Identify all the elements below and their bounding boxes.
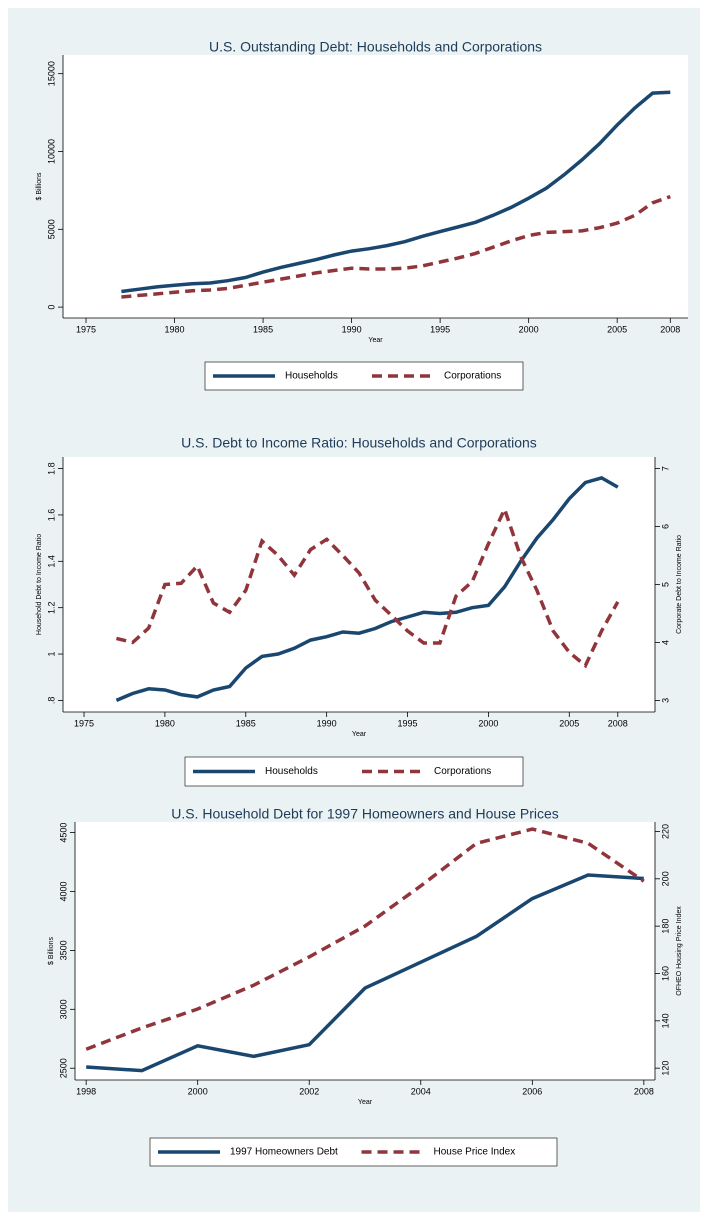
y-tick-label: 1 bbox=[46, 652, 56, 657]
legend-label: House Price Index bbox=[434, 1147, 516, 1158]
y2-tick-label: 5 bbox=[660, 582, 670, 587]
series-line bbox=[121, 90, 671, 294]
y-tick-label: 10000 bbox=[46, 139, 56, 164]
x-tick-label: 1990 bbox=[317, 718, 337, 728]
y-tick-label: 4000 bbox=[58, 881, 68, 901]
x-tick-label: 2008 bbox=[660, 324, 680, 334]
x-tick-label: 2008 bbox=[608, 718, 628, 728]
x-axis-label: Year bbox=[368, 337, 383, 344]
x-tick-label: 2008 bbox=[634, 1086, 654, 1096]
x-tick-label: 2006 bbox=[522, 1086, 542, 1096]
legend-box bbox=[204, 361, 524, 391]
legend-label: Corporations bbox=[434, 766, 491, 777]
y2-tick-label: 180 bbox=[660, 919, 670, 934]
y-tick-label: 5000 bbox=[46, 219, 56, 239]
y2-tick-label: 3 bbox=[660, 698, 670, 703]
y-tick-label: 2500 bbox=[58, 1058, 68, 1078]
series-line bbox=[86, 873, 644, 1073]
x-tick-label: 1995 bbox=[398, 718, 418, 728]
y-tick-label: 3500 bbox=[58, 940, 68, 960]
y-tick-label: 4500 bbox=[58, 823, 68, 843]
y2-tick-label: 4 bbox=[660, 640, 670, 645]
x-tick-label: 1975 bbox=[74, 718, 94, 728]
y-tick-label: 15000 bbox=[46, 61, 56, 86]
plot-area bbox=[63, 55, 688, 318]
y2-tick-label: 160 bbox=[660, 966, 670, 981]
x-tick-label: 1975 bbox=[76, 324, 96, 334]
x-tick-label: 1995 bbox=[430, 324, 450, 334]
y2-tick-label: 6 bbox=[660, 524, 670, 529]
y2-tick-label: 220 bbox=[660, 824, 670, 839]
y2-tick-label: 120 bbox=[660, 1061, 670, 1076]
x-tick-label: 1985 bbox=[253, 324, 273, 334]
y-axis-label: Household Debt to Income Ratio bbox=[36, 534, 43, 635]
y2-tick-label: 200 bbox=[660, 871, 670, 886]
chart-title: U.S. Household Debt for 1997 Homeowners … bbox=[171, 806, 559, 822]
chart-title: U.S. Debt to Income Ratio: Households an… bbox=[181, 435, 537, 451]
x-tick-label: 1985 bbox=[236, 718, 256, 728]
legend-label: Households bbox=[265, 766, 318, 777]
x-tick-label: 1990 bbox=[342, 324, 362, 334]
series-line bbox=[85, 827, 645, 1051]
series-line bbox=[121, 194, 671, 299]
x-tick-label: 2000 bbox=[478, 718, 498, 728]
x-tick-label: 2000 bbox=[519, 324, 539, 334]
x-tick-label: 2005 bbox=[559, 718, 579, 728]
y-tick-label: 1.6 bbox=[46, 509, 56, 522]
y2-tick-label: 140 bbox=[660, 1013, 670, 1028]
x-tick-label: 2002 bbox=[299, 1086, 319, 1096]
y-tick-label: .8 bbox=[46, 697, 56, 705]
legend-label: 1997 Homeowners Debt bbox=[230, 1147, 338, 1158]
x-axis-label: Year bbox=[358, 1099, 373, 1106]
y-tick-label: 1.2 bbox=[46, 601, 56, 614]
x-axis-label: Year bbox=[352, 731, 367, 738]
y-tick-label: 3000 bbox=[58, 999, 68, 1019]
legend-label: Households bbox=[285, 371, 338, 382]
x-tick-label: 2004 bbox=[411, 1086, 431, 1096]
y-tick-label: 1.8 bbox=[46, 462, 56, 475]
plot-area bbox=[75, 822, 655, 1080]
series-line bbox=[115, 504, 620, 669]
plot-area bbox=[63, 457, 655, 712]
x-tick-label: 2005 bbox=[607, 324, 627, 334]
series-line bbox=[115, 476, 619, 703]
x-tick-label: 2000 bbox=[188, 1086, 208, 1096]
y-tick-label: 0 bbox=[46, 305, 56, 310]
y2-tick-label: 7 bbox=[660, 466, 670, 471]
x-tick-label: 1998 bbox=[76, 1086, 96, 1096]
chart-title: U.S. Outstanding Debt: Households and Co… bbox=[209, 39, 542, 55]
y2-axis-label: Corporate Debt to Income Ratio bbox=[676, 535, 683, 634]
x-tick-label: 1980 bbox=[165, 324, 185, 334]
x-tick-label: 1980 bbox=[155, 718, 175, 728]
y2-axis-label: OFHEO Housing Price Index bbox=[676, 906, 683, 996]
y-axis-label: $ Billions bbox=[48, 936, 55, 965]
y-tick-label: 1.4 bbox=[46, 555, 56, 568]
y-axis-label: $ Billions bbox=[36, 172, 43, 201]
legend-label: Corporations bbox=[444, 371, 501, 382]
